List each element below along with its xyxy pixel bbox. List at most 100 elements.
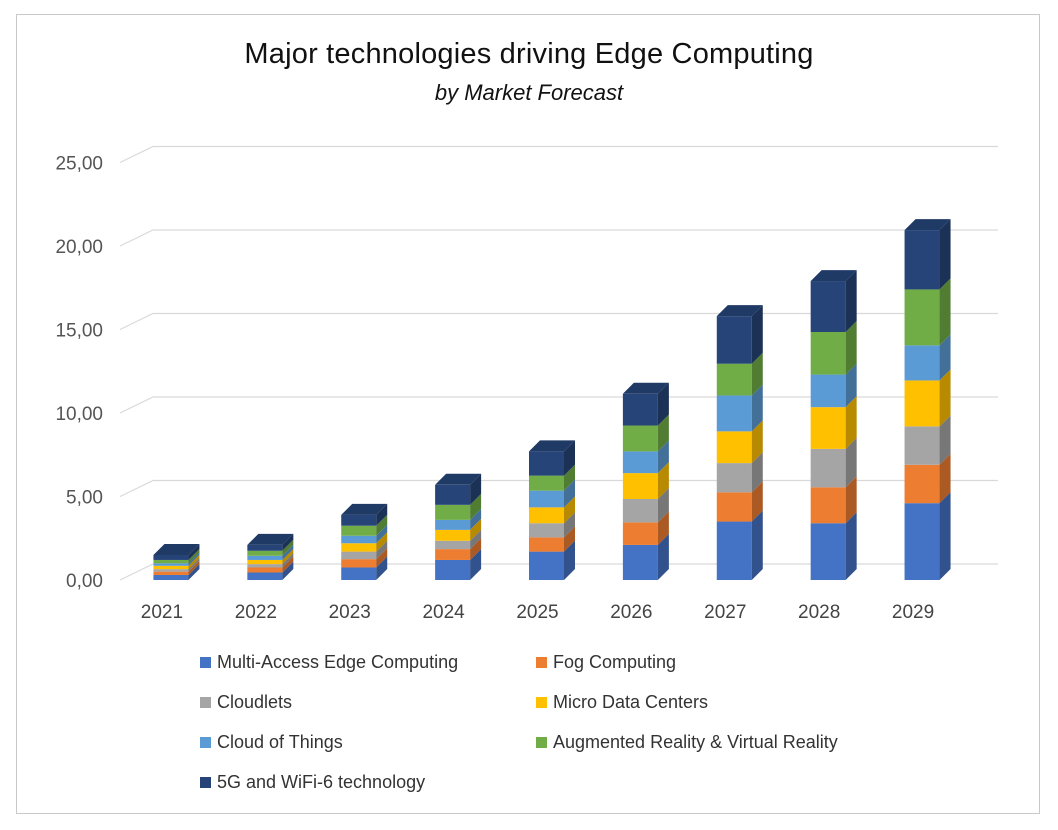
bar-segment xyxy=(904,219,951,290)
bar-segment xyxy=(716,305,763,364)
legend-item: Fog Computing xyxy=(536,652,676,673)
gridline xyxy=(119,563,998,581)
bar-segment xyxy=(153,554,200,570)
x-tick-label: 2021 xyxy=(141,602,183,623)
x-tick-label: 2026 xyxy=(610,602,652,623)
bar-segment xyxy=(716,352,763,396)
y-tick-label: 0,00 xyxy=(66,571,103,592)
legend-swatch xyxy=(200,697,211,708)
legend-label: Cloudlets xyxy=(217,692,293,712)
bar-segment xyxy=(341,548,388,568)
bar-segment xyxy=(341,556,388,580)
x-tick-label: 2028 xyxy=(798,602,840,623)
x-tick-label: 2023 xyxy=(329,602,371,623)
bar-segment xyxy=(153,543,200,560)
y-tick-label: 5,00 xyxy=(66,488,103,509)
x-tick-label: 2022 xyxy=(235,602,277,623)
bar-segment xyxy=(716,384,763,432)
gridline xyxy=(119,312,998,331)
bar-segment xyxy=(529,540,575,580)
bar-segment xyxy=(341,524,388,544)
bar-segment xyxy=(247,561,294,580)
bar-segment xyxy=(716,420,763,464)
bar-segment xyxy=(435,508,482,530)
bar-segment xyxy=(716,510,763,580)
legend-swatch xyxy=(536,657,547,668)
legend-item: Cloud of Things xyxy=(200,732,343,753)
bar-segment xyxy=(529,440,575,476)
bar-segment xyxy=(716,452,763,493)
legend-swatch xyxy=(200,737,211,748)
bar-segment xyxy=(341,540,388,560)
legend-swatch xyxy=(536,737,547,748)
bar-segment xyxy=(622,382,669,426)
y-tick-label: 15,00 xyxy=(55,321,103,342)
bar-segment xyxy=(904,278,951,346)
legend-item: Cloudlets xyxy=(200,692,292,713)
x-tick-label: 2027 xyxy=(704,602,746,623)
bar-segment xyxy=(904,492,951,580)
bar-segment xyxy=(622,414,669,452)
legend-item: Augmented Reality & Virtual Reality xyxy=(536,732,838,753)
x-tick-label: 2025 xyxy=(516,602,558,623)
bar-segment xyxy=(247,556,294,573)
bar-segment xyxy=(341,514,388,536)
bar-segment xyxy=(810,270,857,333)
legend-label: Fog Computing xyxy=(553,652,677,672)
chart-title: Major technologies driving Edge Computin… xyxy=(244,38,814,70)
bar-segment xyxy=(341,532,388,552)
legend-item: Multi-Access Edge Computing xyxy=(200,652,458,673)
bar-segment xyxy=(810,476,857,524)
bar-segment xyxy=(529,496,575,524)
legend-label: 5G and WiFi-6 technology xyxy=(217,772,426,792)
gridline xyxy=(119,396,998,414)
bar-segment xyxy=(153,560,200,575)
bar-segment xyxy=(810,512,857,580)
bar-segment xyxy=(435,538,482,560)
bar-segment xyxy=(622,533,669,580)
bar-segment xyxy=(153,548,200,564)
legend-label: Micro Data Centers xyxy=(553,692,709,712)
bar-segment xyxy=(435,493,482,520)
legend-label: Augmented Reality & Virtual Reality xyxy=(553,732,838,752)
bar-segment xyxy=(247,548,294,565)
y-tick-label: 25,00 xyxy=(55,154,103,175)
chart-frame xyxy=(16,14,1040,814)
y-tick-label: 10,00 xyxy=(55,404,103,425)
bar-segment xyxy=(153,552,200,566)
bar-segment xyxy=(622,462,669,500)
bar-segment xyxy=(529,464,575,491)
bar-segment xyxy=(435,548,482,580)
gridline xyxy=(119,145,998,164)
legend-swatch xyxy=(536,697,547,708)
x-tick-label: 2024 xyxy=(422,602,465,623)
bar-segment xyxy=(247,553,294,568)
gridline xyxy=(119,229,998,247)
bar-segment xyxy=(622,440,669,474)
legend-label: Cloud of Things xyxy=(217,732,343,752)
bar-segment xyxy=(904,334,951,381)
y-tick-label: 20,00 xyxy=(55,237,103,258)
legend-item: Micro Data Centers xyxy=(536,692,708,713)
bar-segment xyxy=(904,415,951,465)
bar-segment xyxy=(716,481,763,522)
bar-segment xyxy=(341,503,388,526)
bar-segment xyxy=(810,321,857,375)
bar-segment xyxy=(810,363,857,408)
bar-segment xyxy=(622,488,669,523)
bar-segment xyxy=(247,533,294,551)
bar-segment xyxy=(153,558,200,572)
bar-segment xyxy=(810,396,857,449)
gridline xyxy=(119,479,998,498)
bar-segment xyxy=(529,479,575,508)
bar-segment xyxy=(622,511,669,545)
legend-item: 5G and WiFi-6 technology xyxy=(200,772,425,793)
bar-segment xyxy=(435,518,482,541)
legend-label: Multi-Access Edge Computing xyxy=(217,652,459,672)
bar-segment xyxy=(153,563,200,580)
bar-segment xyxy=(810,437,857,488)
legend-swatch xyxy=(200,657,211,668)
bar-segment xyxy=(529,512,575,538)
x-tick-label: 2029 xyxy=(892,602,934,623)
